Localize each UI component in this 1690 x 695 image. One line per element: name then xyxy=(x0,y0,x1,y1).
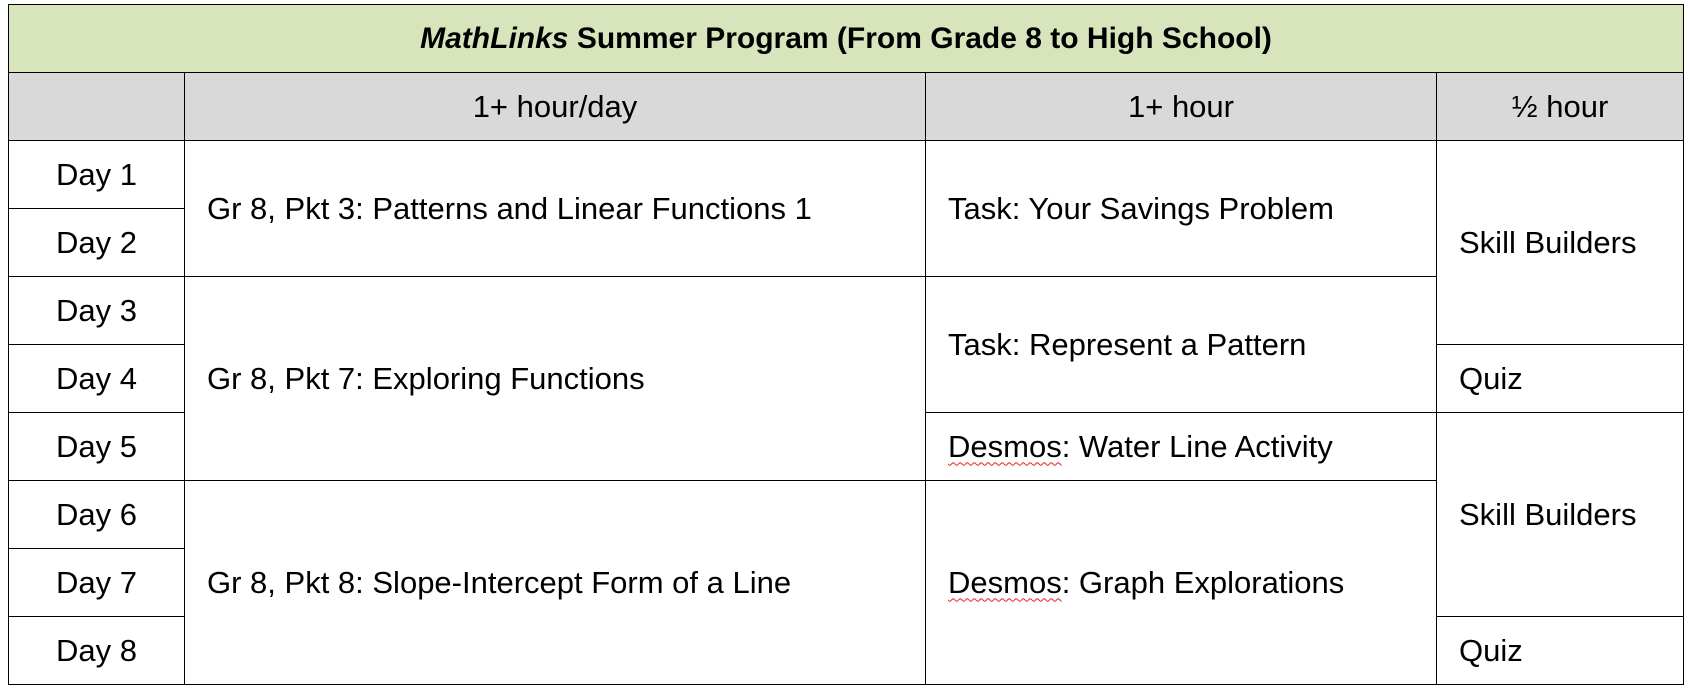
header-half-hour: ½ hour xyxy=(1435,72,1685,141)
title-brand: MathLinks xyxy=(420,21,569,55)
task-cell: Desmos: Graph Explorations xyxy=(925,480,1437,685)
task-text: Task: Your Savings Problem xyxy=(948,190,1334,226)
day-cell: Day 2 xyxy=(8,208,185,277)
task-cell: Desmos: Water Line Activity xyxy=(925,412,1437,481)
half-hour-cell: Quiz xyxy=(1435,616,1685,685)
header-task: 1+ hour xyxy=(925,72,1437,141)
half-hour-cell: Skill Builders xyxy=(1435,140,1685,345)
task-text: : Graph Explorations xyxy=(1061,564,1345,600)
header-packet: 1+ hour/day xyxy=(184,72,926,141)
task-cell: Task: Represent a Pattern xyxy=(925,276,1437,413)
task-prefix: Desmos xyxy=(948,428,1062,464)
task-prefix: Desmos xyxy=(948,564,1062,600)
packet-cell: Gr 8, Pkt 3: Patterns and Linear Functio… xyxy=(184,140,926,277)
task-text: : Water Line Activity xyxy=(1061,428,1333,464)
half-hour-cell: Skill Builders xyxy=(1435,412,1685,617)
day-cell: Day 6 xyxy=(8,480,185,549)
day-cell: Day 5 xyxy=(8,412,185,481)
table-title: MathLinks Summer Program (From Grade 8 t… xyxy=(7,4,1685,73)
day-cell: Day 7 xyxy=(8,548,185,617)
day-cell: Day 4 xyxy=(8,344,185,413)
header-empty xyxy=(8,72,185,141)
half-hour-cell: Quiz xyxy=(1435,344,1685,413)
day-cell: Day 3 xyxy=(8,276,185,345)
day-cell: Day 8 xyxy=(8,616,185,685)
task-text: Task: Represent a Pattern xyxy=(948,326,1307,362)
packet-cell: Gr 8, Pkt 8: Slope-Intercept Form of a L… xyxy=(184,480,926,685)
title-text: Summer Program (From Grade 8 to High Sch… xyxy=(568,21,1272,55)
task-cell: Task: Your Savings Problem xyxy=(925,140,1437,277)
day-cell: Day 1 xyxy=(8,140,185,209)
packet-cell: Gr 8, Pkt 7: Exploring Functions xyxy=(184,276,926,481)
summer-program-table: MathLinks Summer Program (From Grade 8 t… xyxy=(7,4,1685,685)
